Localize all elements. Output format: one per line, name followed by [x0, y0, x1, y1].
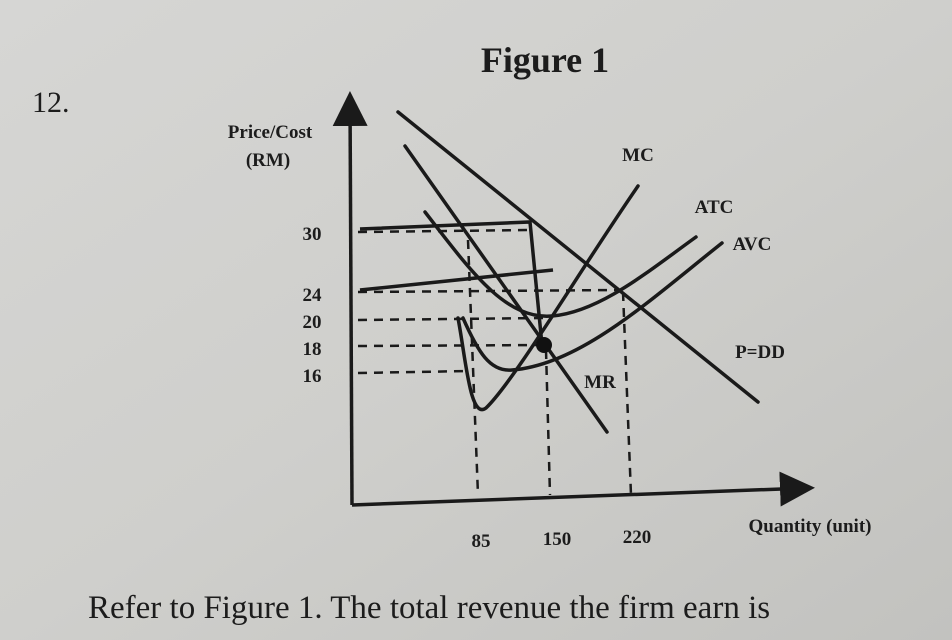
x-axis: [351, 471, 815, 507]
curve-label: P=DD: [735, 342, 785, 363]
y-axis-label: Price/Cost: [228, 122, 313, 143]
question-text: Refer to Figure 1. The total revenue the…: [88, 590, 770, 626]
x-tick-label: 150: [543, 529, 572, 550]
atc-curve: [423, 210, 698, 318]
x-axis-label: Quantity (unit): [749, 516, 872, 537]
equilibrium-point: [536, 337, 552, 353]
avc-curve: [461, 241, 724, 372]
x-tick-label: 220: [623, 527, 652, 548]
figure-title: Figure 1: [481, 40, 609, 80]
profit-lines: [359, 220, 554, 346]
y-tick-label: 20: [303, 312, 322, 333]
mr-curve: [403, 144, 609, 434]
question-number: 12.: [32, 86, 70, 119]
y-tick-label: 18: [303, 339, 322, 360]
curve-label: MC: [622, 145, 654, 166]
curve-label: AVC: [733, 234, 772, 255]
y-axis: [332, 91, 368, 506]
x-tick-label: 85: [472, 531, 491, 552]
y-tick-label: 30: [303, 224, 322, 245]
curve-label: ATC: [695, 197, 734, 218]
y-tick-label: 24: [303, 285, 323, 306]
mc-curve: [456, 184, 640, 412]
curve-label: MR: [584, 372, 616, 393]
demand-curve: [396, 110, 760, 404]
y-axis-label: (RM): [246, 150, 290, 171]
y-tick-label: 16: [303, 366, 322, 387]
